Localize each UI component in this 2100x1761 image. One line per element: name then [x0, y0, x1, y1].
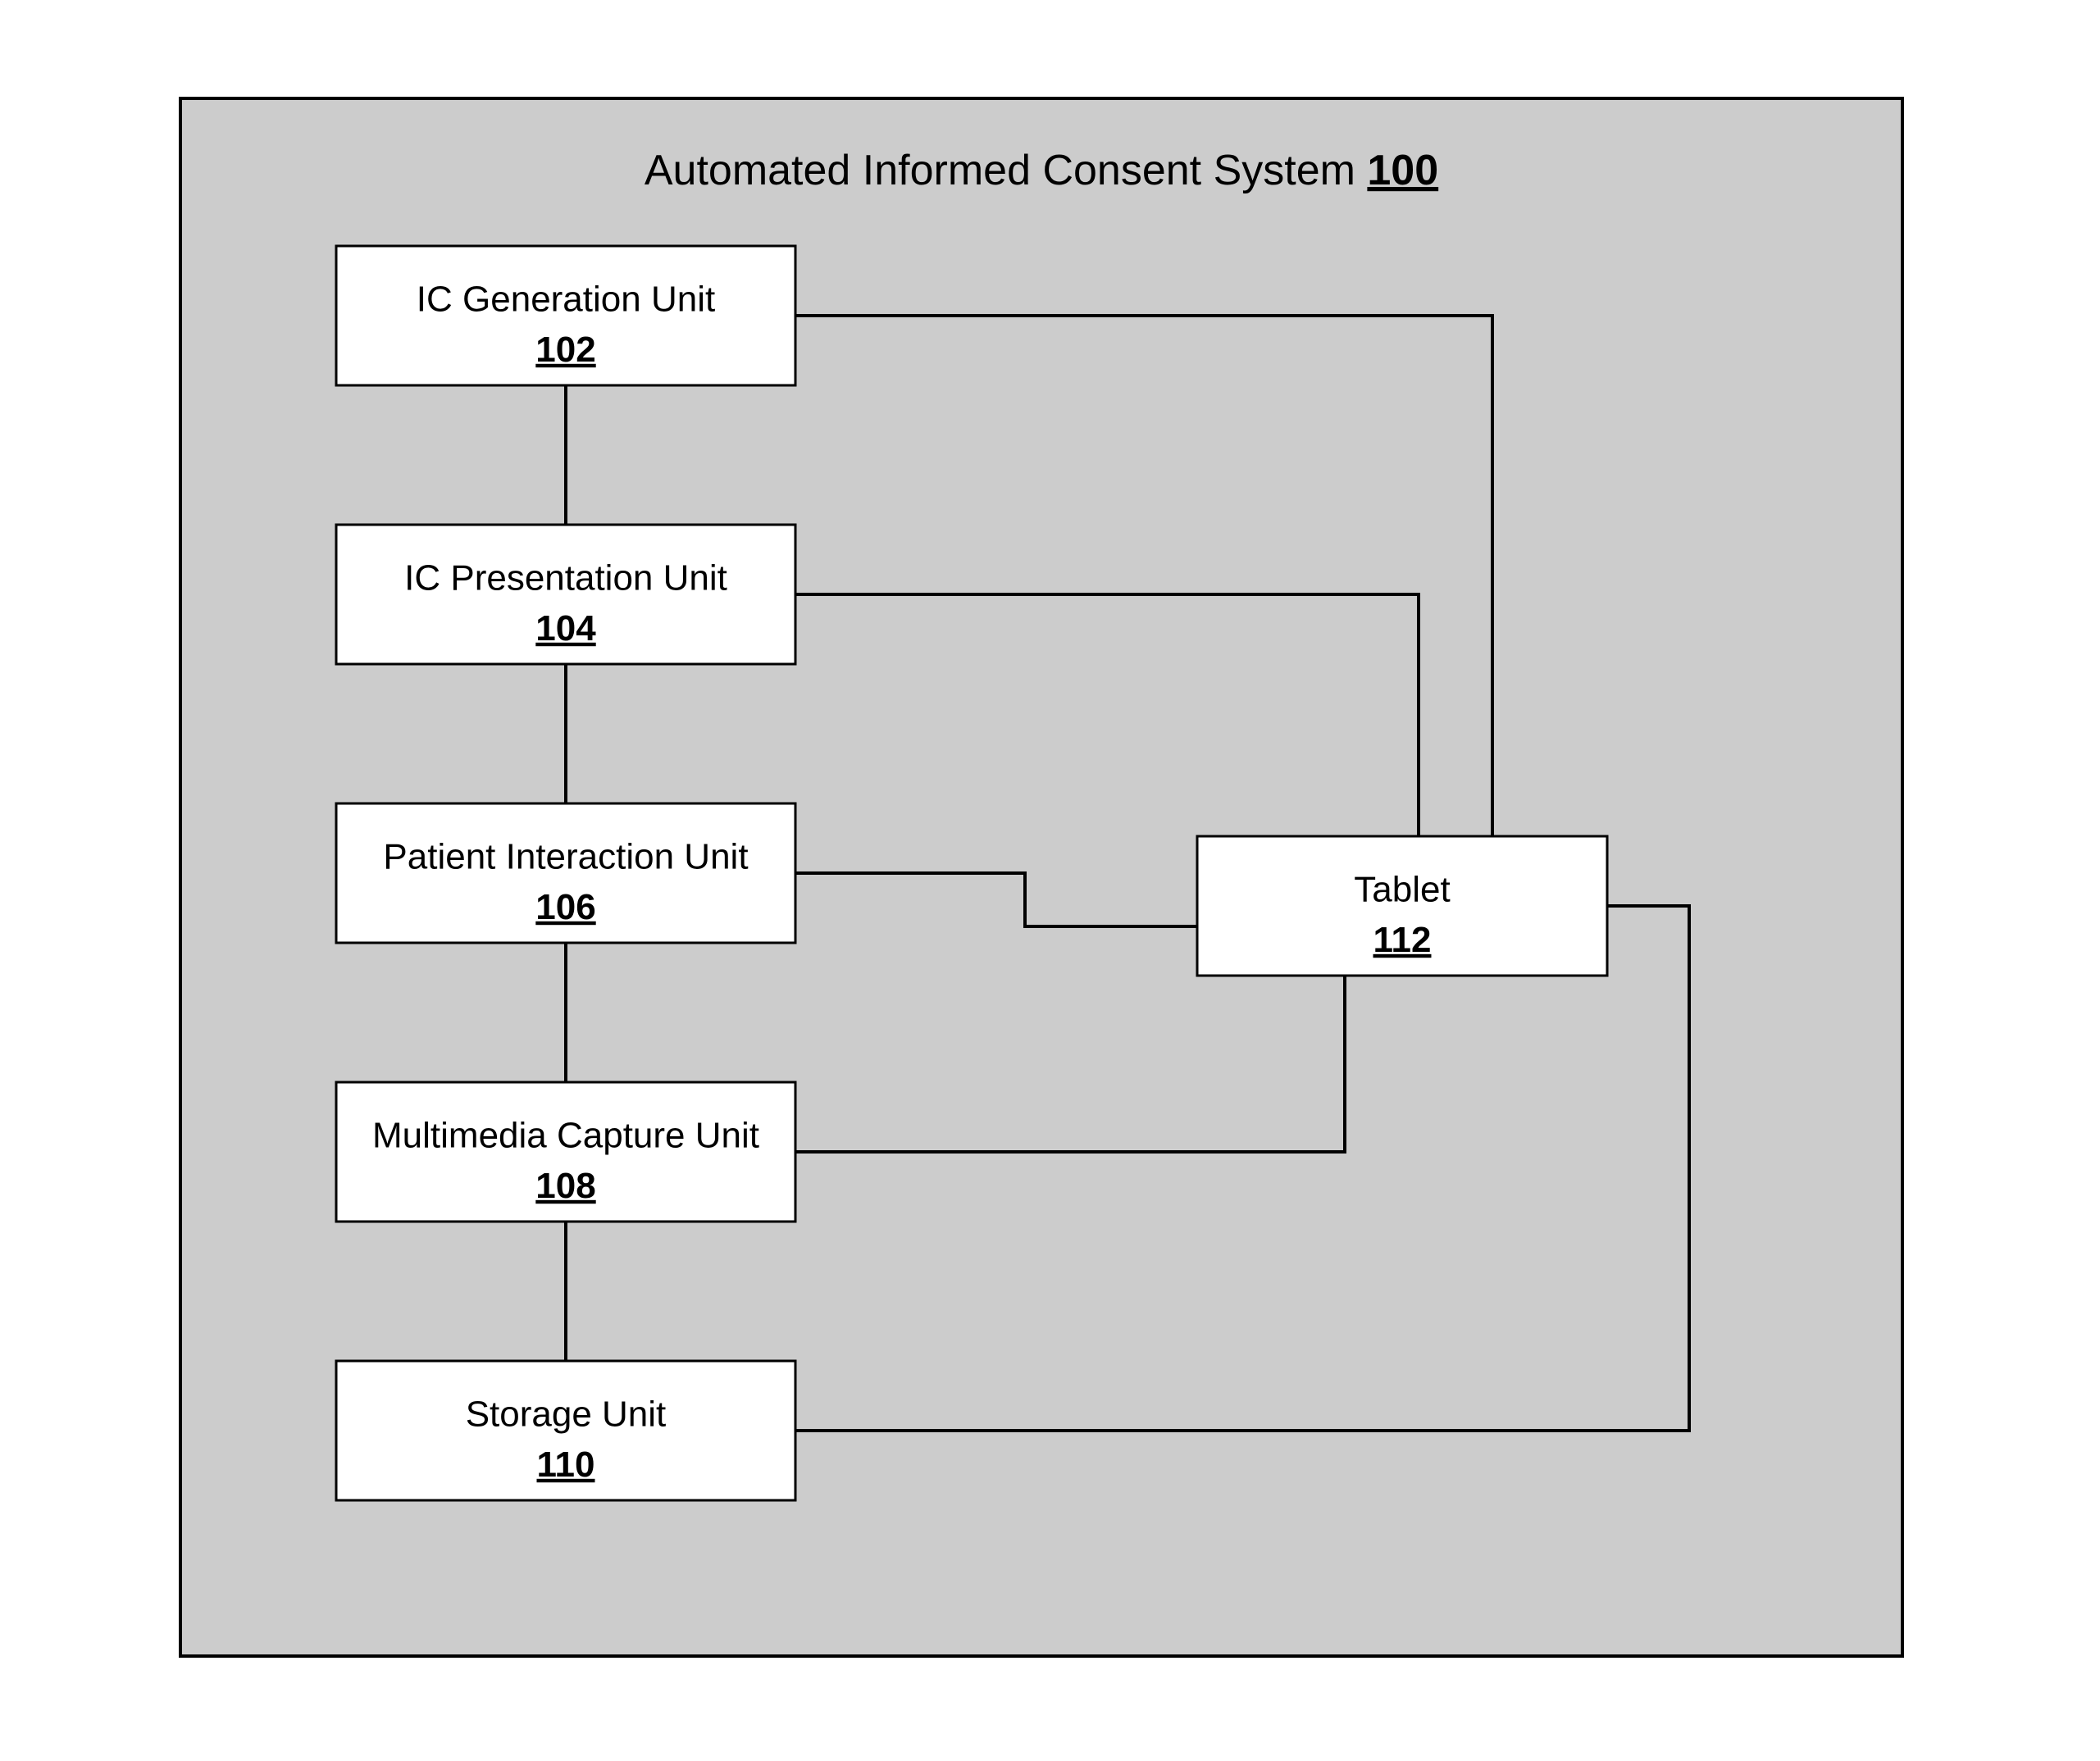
diagram-canvas: IC Generation Unit 102 IC Presentation Uni…: [0, 0, 2100, 1761]
node-label: Multimedia Capture Unit: [372, 1116, 759, 1156]
node-n102: IC Generation Unit 102: [336, 246, 795, 385]
node-n106: Patient Interaction Unit 106: [336, 803, 795, 943]
node-ref-number: 110: [537, 1445, 595, 1485]
node-label: Tablet: [1354, 870, 1450, 910]
node-n112: Tablet 112: [1197, 836, 1607, 976]
node-n110: Storage Unit 110: [336, 1361, 795, 1500]
node-label: Storage Unit: [466, 1395, 667, 1435]
node-ref-number: 112: [1373, 920, 1432, 960]
node-label: IC Presentation Unit: [404, 558, 727, 598]
node-n108: Multimedia Capture Unit 108: [336, 1082, 795, 1222]
node-ref-number: 102: [535, 330, 595, 370]
node-ref-number: 104: [535, 608, 596, 648]
node-n104: IC Presentation Unit 104: [336, 525, 795, 664]
node-label: IC Generation Unit: [417, 280, 715, 320]
node-ref-number: 108: [535, 1166, 595, 1206]
diagram-title: Automated Informed Consent System 100: [645, 147, 1438, 194]
node-ref-number: 106: [535, 887, 595, 927]
node-label: Patient Interaction Unit: [383, 837, 748, 877]
